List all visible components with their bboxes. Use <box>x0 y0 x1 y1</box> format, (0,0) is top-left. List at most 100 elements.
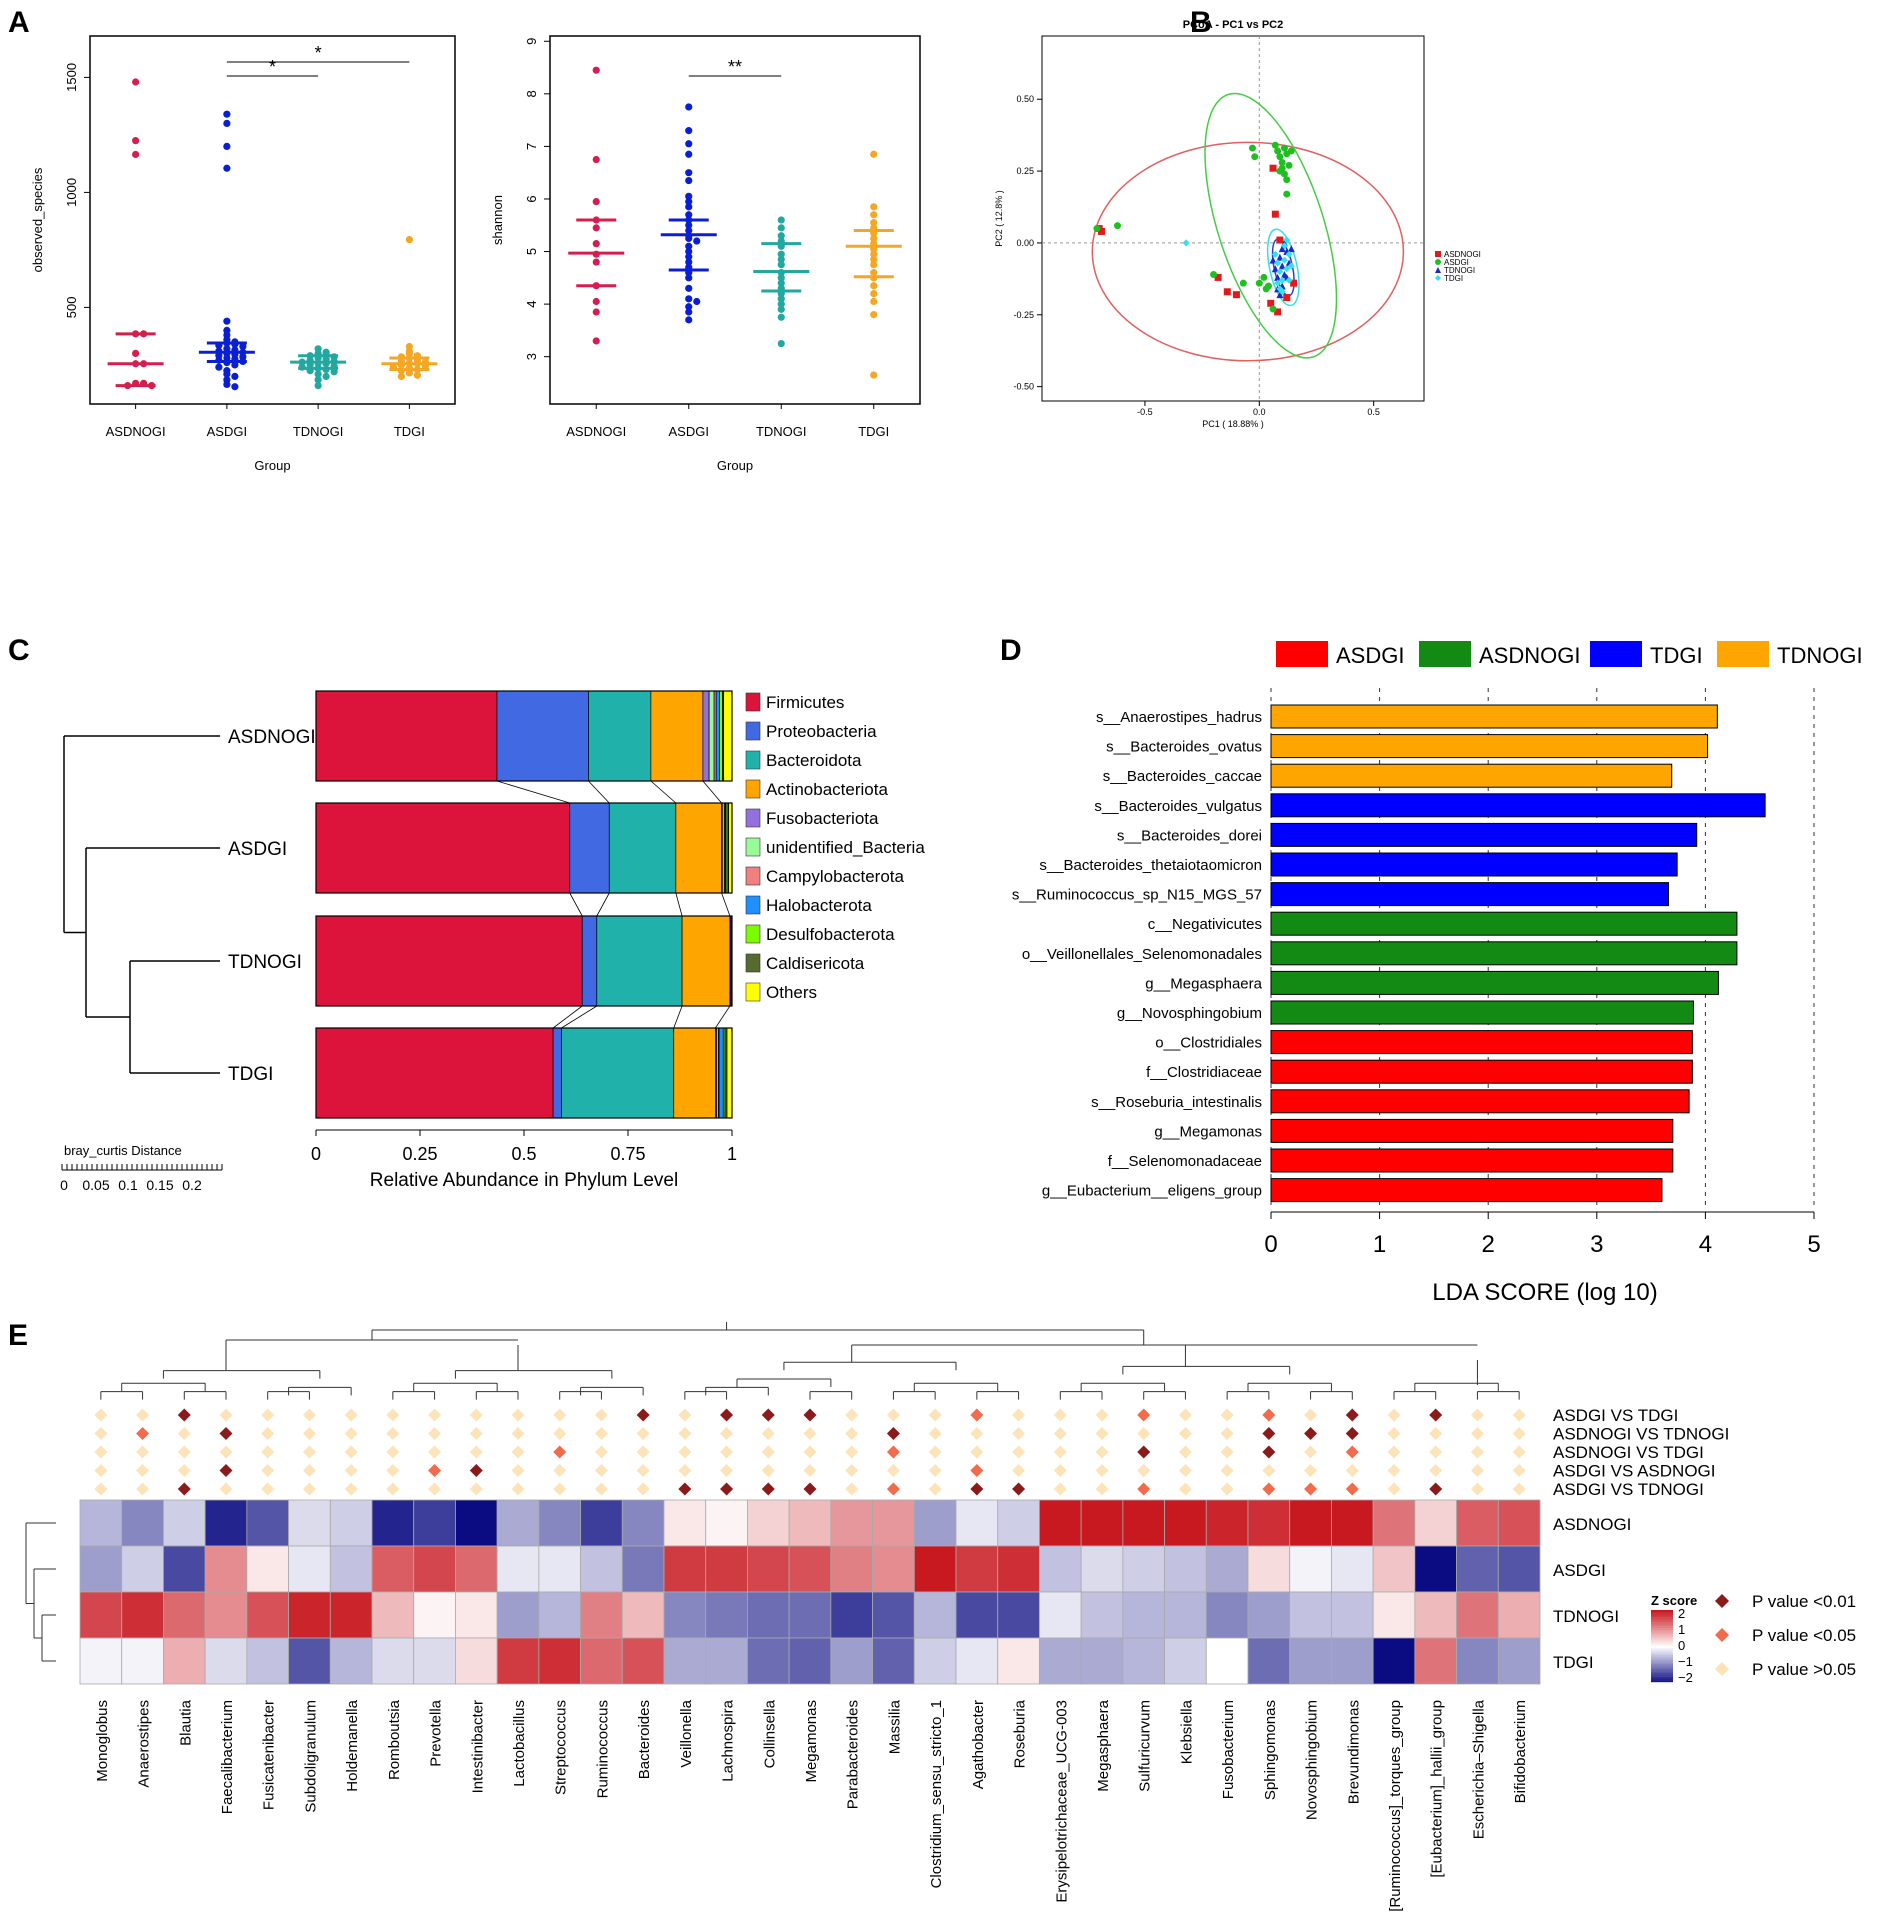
heatmap-cell <box>913 1545 957 1593</box>
pvalue-diamond <box>469 1427 483 1440</box>
heatmap-cell <box>1331 1499 1374 1547</box>
column-label: Agathobacter <box>970 1700 987 1789</box>
data-point <box>314 382 322 390</box>
legend-swatch <box>745 895 761 915</box>
point-marker <box>1271 265 1279 273</box>
pvalue-diamond <box>428 1408 442 1422</box>
bar-segment <box>588 690 652 782</box>
pvalue-diamond <box>594 1464 608 1477</box>
comparison-label: ASDGI VS ASDNOGI <box>1553 1462 1716 1481</box>
heatmap-cell <box>1122 1591 1165 1639</box>
pvalue-diamond <box>928 1408 942 1422</box>
pvalue-diamond <box>428 1464 442 1477</box>
pvalue-diamond <box>1345 1427 1359 1440</box>
heatmap-cell <box>204 1545 248 1593</box>
zscore-legend-gradient <box>1651 1646 1673 1648</box>
data-point <box>777 274 785 282</box>
heatmap-cell <box>1205 1499 1249 1547</box>
heatmap-cell <box>872 1591 915 1639</box>
point-marker <box>1435 275 1441 281</box>
column-label: Sphingomonas <box>1262 1700 1279 1800</box>
panel-label-b: B <box>1190 6 1212 39</box>
point-marker <box>1239 279 1247 287</box>
comparison-label: ASDNOGI VS TDNOGI <box>1553 1425 1729 1444</box>
panel-label-c: C <box>8 634 30 667</box>
data-point <box>592 240 600 248</box>
heatmap-cell <box>455 1545 498 1593</box>
bar-label: s__Bacteroides_caccae <box>1103 768 1262 785</box>
zscore-legend-gradient <box>1651 1665 1673 1668</box>
plot-frame <box>549 35 921 405</box>
pvalue-diamond <box>261 1445 275 1459</box>
point-marker <box>1274 279 1282 287</box>
heatmap-cell <box>163 1637 206 1685</box>
panel-a-observed-species: 500 1000 1500 observed_species Group ASDNOGI A… <box>30 35 456 473</box>
zscore-legend-gradient <box>1651 1678 1673 1681</box>
panel-b-pcoa: PCoA - PC1 vs PC2 -0.5 0.0 0.5 -0.50 -0.25 0.0… <box>994 19 1481 429</box>
y-tick-label: 7 <box>524 143 539 150</box>
heatmap-cell <box>663 1499 707 1547</box>
x-tick-label: 0.0 <box>1253 407 1266 417</box>
pvalue-diamond <box>594 1408 608 1422</box>
point-marker <box>1278 288 1286 296</box>
data-point <box>685 247 693 256</box>
pvalue-diamond <box>761 1427 775 1440</box>
heatmap-cell <box>1164 1637 1207 1685</box>
data-point <box>777 232 785 240</box>
point-marker <box>1283 294 1291 302</box>
lda-bar <box>1270 1000 1694 1025</box>
data-point <box>870 297 878 306</box>
panel-c-phylum-abundance: ASDNOGI ASDGI TDNOGI TDGI 0 0.25 0.5 0.75 1 Relat… <box>60 690 925 1193</box>
x-tick-label: 1 <box>1373 1231 1386 1258</box>
heatmap-cell <box>163 1545 206 1593</box>
data-point <box>777 279 785 287</box>
column-label: Bacteroides <box>636 1700 653 1779</box>
comparison-label: ASDGI VS TDNOGI <box>1553 1480 1704 1499</box>
pvalue-diamond <box>1012 1445 1026 1459</box>
heatmap-cell <box>204 1591 248 1639</box>
lda-bar <box>1270 704 1718 729</box>
pvalue-diamond <box>553 1408 567 1422</box>
heatmap-cell <box>1497 1591 1541 1639</box>
heatmap-cell <box>496 1499 540 1547</box>
point-marker <box>1285 276 1293 284</box>
pvalue-diamond <box>1012 1464 1026 1477</box>
x-tick-label: 0 <box>1264 1231 1277 1258</box>
connector-line <box>596 892 610 917</box>
heatmap-cell <box>997 1637 1040 1685</box>
lda-bar <box>1270 1178 1663 1203</box>
lda-bar <box>1270 1030 1693 1055</box>
bar-label: o__Clostridiales <box>1155 1035 1262 1052</box>
zscore-legend-gradient <box>1651 1656 1673 1659</box>
heatmap-cell <box>621 1545 665 1593</box>
y-tick-label: 4 <box>524 300 539 307</box>
column-label: Collinsella <box>761 1699 778 1768</box>
category-label: ASDGI <box>228 839 287 860</box>
x-tick-label: 0.5 <box>1367 407 1380 417</box>
pvalue-diamond <box>1137 1482 1151 1496</box>
bar-segment <box>596 915 683 1007</box>
pvalue-diamond <box>845 1482 859 1496</box>
pvalue-diamond <box>261 1427 275 1440</box>
point-marker <box>1276 153 1284 161</box>
point-marker <box>1435 259 1441 265</box>
pvalue-diamond <box>511 1408 525 1422</box>
x-tick-label: TDNOGI <box>293 424 344 439</box>
pvalue-diamond <box>386 1482 400 1496</box>
zscore-legend-gradient <box>1651 1660 1673 1663</box>
pvalue-diamond <box>1262 1464 1276 1477</box>
pvalue-diamond <box>1220 1482 1234 1496</box>
legend-swatch <box>745 721 761 741</box>
heatmap-cell <box>371 1637 415 1685</box>
column-label: Brevundimonas <box>1345 1700 1362 1804</box>
data-point <box>777 224 785 232</box>
heatmap-cell <box>1289 1545 1332 1593</box>
legend-label: TDNOGI <box>1777 643 1863 668</box>
point-marker <box>1255 279 1263 287</box>
column-label: Massilia <box>886 1699 903 1754</box>
data-point <box>132 349 140 357</box>
data-point <box>870 150 878 158</box>
pvalue-diamond <box>1053 1482 1067 1496</box>
data-point <box>592 198 600 206</box>
column-label: Anaerostipes <box>136 1700 153 1788</box>
